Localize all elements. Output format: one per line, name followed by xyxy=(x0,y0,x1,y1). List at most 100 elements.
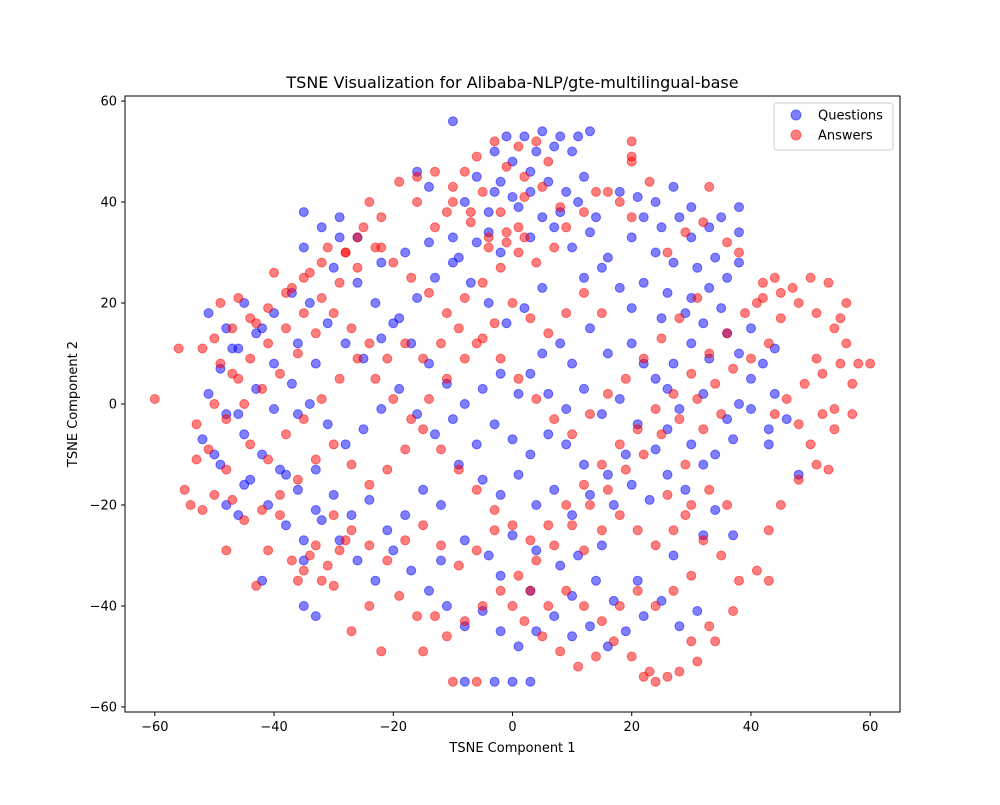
data-point-answers xyxy=(692,656,703,667)
data-point-answers xyxy=(680,227,691,238)
data-point-questions xyxy=(614,282,625,293)
data-point-answers xyxy=(495,585,506,596)
data-point-questions xyxy=(358,424,369,435)
data-point-answers xyxy=(447,197,458,207)
data-point-answers xyxy=(531,136,542,147)
data-point-questions xyxy=(763,424,774,435)
data-point-questions xyxy=(298,535,309,546)
data-point-answers xyxy=(316,293,327,303)
data-point-answers xyxy=(602,186,613,197)
data-point-questions xyxy=(734,399,744,409)
data-point-questions xyxy=(495,368,506,379)
data-point-answers xyxy=(328,580,339,591)
data-point-answers xyxy=(680,510,691,521)
data-point-answers xyxy=(316,575,327,586)
data-point-answers xyxy=(775,287,786,298)
data-point-questions xyxy=(203,308,214,319)
data-point-answers xyxy=(221,414,232,425)
data-point-answers xyxy=(674,414,685,425)
data-point-questions xyxy=(370,575,381,586)
data-point-questions xyxy=(656,313,667,324)
data-point-answers xyxy=(591,186,601,197)
data-point-answers xyxy=(585,500,595,510)
data-point-questions xyxy=(483,207,494,218)
data-point-questions xyxy=(519,303,530,314)
data-point-questions xyxy=(501,318,512,329)
data-point-questions xyxy=(430,429,440,440)
data-point-questions xyxy=(561,439,572,450)
data-point-questions xyxy=(585,621,595,632)
data-point-answers xyxy=(418,520,429,531)
data-point-answers xyxy=(424,394,434,404)
data-point-answers xyxy=(364,540,375,551)
data-point-questions xyxy=(537,282,548,293)
data-point-answers xyxy=(549,540,560,551)
data-point-answers xyxy=(596,616,607,627)
data-point-questions xyxy=(459,535,470,546)
data-point-answers xyxy=(227,323,238,334)
data-point-answers xyxy=(298,308,309,319)
data-point-questions xyxy=(269,358,279,369)
data-point-answers xyxy=(585,409,595,420)
data-point-questions xyxy=(489,186,500,197)
data-point-answers xyxy=(292,474,303,485)
data-point-answers xyxy=(245,353,256,364)
data-point-questions xyxy=(596,540,607,551)
data-point-questions xyxy=(513,641,524,652)
data-point-answers xyxy=(626,156,637,167)
data-point-questions xyxy=(334,232,345,243)
data-point-answers xyxy=(322,242,333,253)
data-point-questions xyxy=(459,197,470,207)
x-tick-label: 20 xyxy=(623,720,640,735)
data-point-answers xyxy=(698,217,709,228)
data-point-questions xyxy=(626,303,637,314)
data-point-answers xyxy=(286,282,297,293)
data-point-questions xyxy=(477,383,488,394)
data-point-answers xyxy=(441,631,452,642)
data-point-questions xyxy=(471,171,482,182)
data-point-questions xyxy=(722,272,733,283)
data-point-answers xyxy=(757,277,768,288)
data-point-answers xyxy=(477,277,488,288)
data-point-questions xyxy=(585,489,595,500)
data-point-answers xyxy=(441,308,452,319)
data-point-questions xyxy=(233,409,244,420)
data-point-answers xyxy=(841,298,852,308)
x-tick-label: 60 xyxy=(862,720,879,735)
data-point-answers xyxy=(662,489,673,500)
data-point-answers xyxy=(829,323,840,334)
data-point-answers xyxy=(281,429,291,440)
data-point-answers xyxy=(203,444,214,455)
data-point-answers xyxy=(149,394,160,404)
data-point-questions xyxy=(781,414,792,425)
data-point-questions xyxy=(698,318,709,329)
data-point-answers xyxy=(334,373,345,384)
data-point-answers xyxy=(793,474,804,485)
data-point-answers xyxy=(364,338,375,349)
data-point-questions xyxy=(710,505,721,515)
data-point-answers xyxy=(662,247,673,258)
data-point-answers xyxy=(501,237,512,248)
data-point-questions xyxy=(501,131,512,142)
data-point-answers xyxy=(531,394,542,404)
data-point-answers xyxy=(459,166,470,177)
data-point-answers xyxy=(257,505,268,515)
data-point-questions xyxy=(626,479,637,490)
data-point-questions xyxy=(298,242,309,253)
data-point-answers xyxy=(847,409,858,420)
data-point-answers xyxy=(579,601,589,611)
data-point-answers xyxy=(549,414,560,425)
data-point-answers xyxy=(233,293,244,303)
data-point-questions xyxy=(310,611,321,622)
data-point-answers xyxy=(805,439,816,450)
data-point-answers xyxy=(424,287,434,298)
data-point-answers xyxy=(567,520,578,531)
data-point-questions xyxy=(340,439,351,450)
data-point-answers xyxy=(340,247,351,258)
data-point-questions xyxy=(507,530,518,541)
data-point-questions xyxy=(561,186,572,197)
data-point-answers xyxy=(728,363,739,374)
data-point-answers xyxy=(495,353,506,364)
data-point-answers xyxy=(471,545,482,556)
data-point-answers xyxy=(763,525,774,536)
